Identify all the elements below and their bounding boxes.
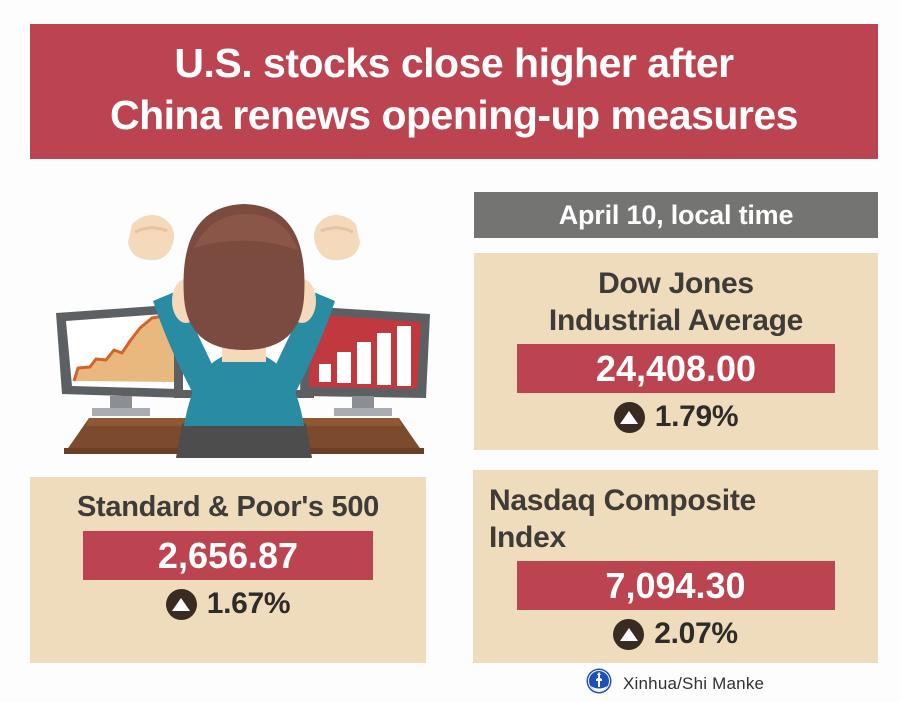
index-change-sp-500: 1.67%: [206, 587, 291, 620]
right-fist-shape: [314, 214, 360, 261]
index-title-line-1: Dow Jones: [598, 267, 754, 300]
index-value-bar-sp-500: 2,656.87: [83, 531, 373, 580]
up-triangle-icon: [165, 588, 197, 620]
index-value-nasdaq: 7,094.30: [605, 564, 746, 606]
index-panel-nasdaq: Nasdaq Composite Index 7,094.30 2.07%: [473, 470, 878, 663]
date-bar: April 10, local time: [474, 192, 878, 238]
headline-line-2: China renews opening-up measures: [110, 91, 799, 138]
right-arm-shape: [267, 291, 335, 401]
index-title-line-1: Nasdaq Composite: [489, 484, 756, 517]
credit: Xinhua/Shi Manke: [586, 668, 764, 699]
left-fist-shape: [128, 214, 174, 261]
index-change-nasdaq: 2.07%: [654, 617, 738, 650]
left-monitor-icon: [56, 304, 186, 416]
index-change-dow-jones: 1.79%: [654, 400, 739, 433]
up-triangle-icon: [613, 618, 645, 650]
index-title-sp-500: Standard & Poor's 500: [77, 491, 379, 523]
index-panel-dow-jones: Dow Jones Industrial Average 24,408.00 1…: [474, 253, 878, 450]
up-triangle-icon: [613, 401, 645, 433]
hair-highlight-shape: [194, 214, 298, 250]
index-value-bar-dow-jones: 24,408.00: [517, 344, 835, 393]
left-arm-shape: [153, 291, 221, 401]
index-value-dow-jones: 24,408.00: [595, 347, 757, 389]
headline-line-1: U.S. stocks close higher after: [174, 39, 734, 86]
xinhua-logo-icon: [586, 668, 612, 699]
index-value-bar-nasdaq: 7,094.30: [516, 561, 835, 610]
index-change-row-dow-jones: 1.79%: [490, 400, 862, 434]
index-title-nasdaq: Nasdaq Composite Index: [489, 482, 862, 556]
index-title-dow-jones: Dow Jones Industrial Average: [490, 265, 862, 339]
index-panel-sp-500: Standard & Poor's 500 2,656.87 1.67%: [30, 477, 426, 663]
celebrating-trader-illustration: [34, 186, 454, 458]
right-monitor-icon: [300, 306, 430, 416]
index-value-sp-500: 2,656.87: [157, 534, 299, 576]
index-change-row-sp-500: 1.67%: [46, 587, 410, 621]
index-title-line-2: Industrial Average: [548, 304, 804, 337]
index-title-line-2: Index: [489, 521, 566, 554]
headline-banner: U.S. stocks close higher after China ren…: [30, 24, 878, 159]
index-change-row-nasdaq: 2.07%: [489, 617, 862, 651]
date-bar-label: April 10, local time: [558, 199, 794, 230]
credit-text: Xinhua/Shi Manke: [623, 673, 765, 693]
